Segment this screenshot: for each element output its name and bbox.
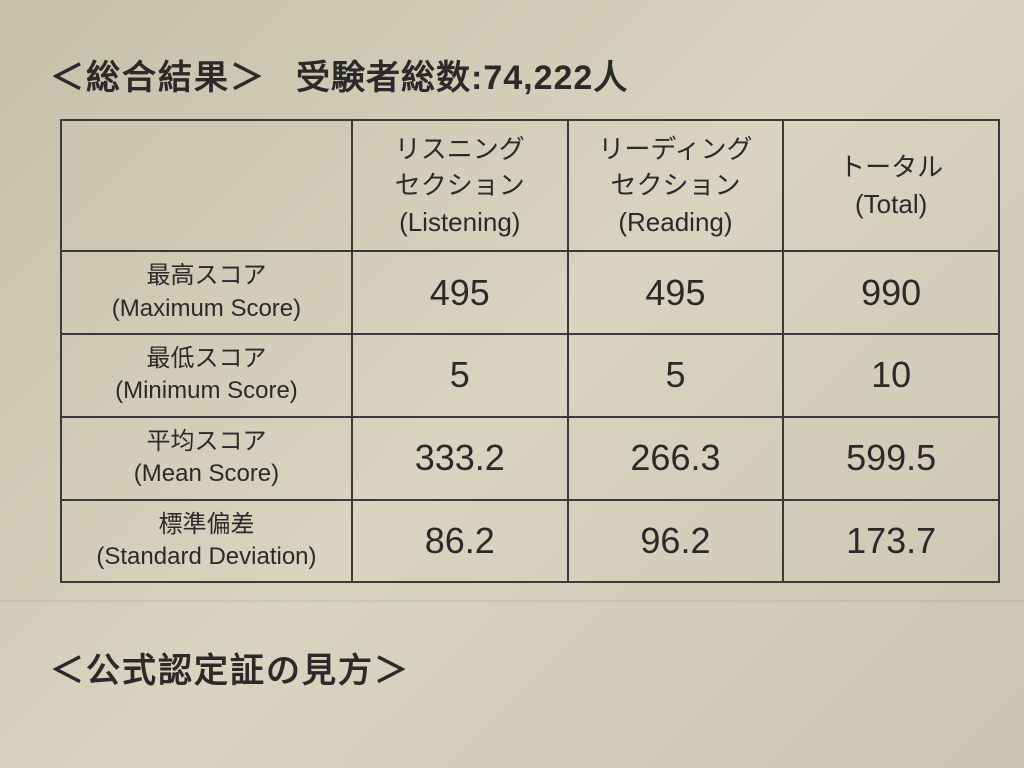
col-en: (Listening): [367, 204, 553, 240]
cell-value: 495: [568, 251, 784, 334]
cell-value: 990: [783, 251, 999, 334]
row-jp: 最高スコア: [70, 260, 343, 292]
examinee-count: 受験者総数:74,222人: [296, 50, 628, 99]
paper-crease: [0, 600, 1024, 604]
row-label-min: 最低スコア (Minimum Score): [61, 334, 352, 417]
cell-value: 10: [783, 334, 999, 417]
col-jp: リーディングセクション: [583, 131, 769, 204]
page-title: ＜総合結果＞: [50, 50, 266, 99]
col-jp: トータル: [798, 149, 984, 185]
row-en: (Maximum Score): [70, 293, 343, 325]
count-prefix: 受験者総数:: [296, 59, 483, 97]
cell-value: 86.2: [352, 500, 568, 583]
row-jp: 平均スコア: [70, 426, 343, 458]
cell-value: 173.7: [783, 500, 999, 583]
row-label-stddev: 標準偏差 (Standard Deviation): [61, 500, 352, 583]
cell-value: 599.5: [783, 417, 999, 500]
col-en: (Total): [798, 186, 984, 222]
table-header-row: リスニングセクション (Listening) リーディングセクション (Read…: [61, 120, 999, 251]
results-table-container: リスニングセクション (Listening) リーディングセクション (Read…: [60, 119, 964, 583]
row-jp: 標準偏差: [70, 509, 343, 541]
count-suffix: 人: [593, 59, 628, 97]
col-total: トータル (Total): [783, 120, 999, 251]
col-en: (Reading): [583, 204, 769, 240]
cell-value: 333.2: [352, 417, 568, 500]
row-en: (Standard Deviation): [70, 541, 343, 573]
row-label-mean: 平均スコア (Mean Score): [61, 417, 352, 500]
table-row: 標準偏差 (Standard Deviation) 86.2 96.2 173.…: [61, 500, 999, 583]
col-listening: リスニングセクション (Listening): [352, 120, 568, 251]
cell-value: 5: [352, 334, 568, 417]
cell-value: 266.3: [568, 417, 784, 500]
count-value: 74,222: [483, 59, 593, 97]
header-row: ＜総合結果＞ 受験者総数:74,222人: [40, 50, 984, 99]
table-row: 平均スコア (Mean Score) 333.2 266.3 599.5: [61, 417, 999, 500]
corner-cell: [61, 120, 352, 251]
results-table: リスニングセクション (Listening) リーディングセクション (Read…: [60, 119, 1000, 583]
table-row: 最低スコア (Minimum Score) 5 5 10: [61, 334, 999, 417]
row-en: (Mean Score): [70, 458, 343, 490]
row-label-max: 最高スコア (Maximum Score): [61, 251, 352, 334]
cell-value: 5: [568, 334, 784, 417]
row-en: (Minimum Score): [70, 375, 343, 407]
row-jp: 最低スコア: [70, 343, 343, 375]
cell-value: 495: [352, 251, 568, 334]
col-reading: リーディングセクション (Reading): [568, 120, 784, 251]
col-jp: リスニングセクション: [367, 131, 553, 204]
table-row: 最高スコア (Maximum Score) 495 495 990: [61, 251, 999, 334]
cell-value: 96.2: [568, 500, 784, 583]
footer-section-title: ＜公式認定証の見方＞: [40, 643, 984, 692]
